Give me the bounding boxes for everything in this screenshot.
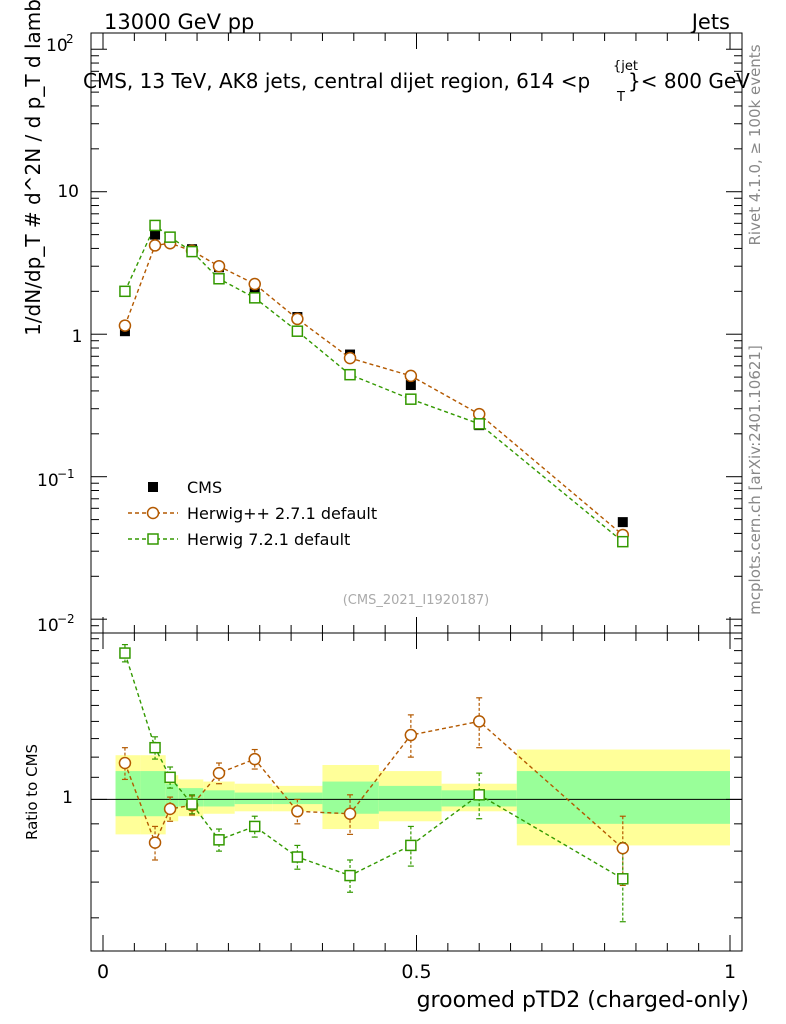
- data-point-herwig7: [473, 418, 485, 430]
- ratio-point-herwig7: [405, 839, 417, 852]
- plot-title-sub: T: [616, 90, 625, 105]
- ratio-point-herwigpp: [118, 756, 132, 770]
- ratio-band-inner-6: [272, 792, 323, 805]
- data-point-herwig7: [149, 219, 161, 232]
- data-point-herwig7: [405, 393, 417, 405]
- legend-marker-herwigpp: [146, 506, 160, 520]
- data-point-herwig7: [344, 368, 356, 381]
- ratio-band-inner-10: [516, 771, 730, 824]
- ratio-point-herwig7: [164, 771, 176, 784]
- ratio-point-herwigpp: [343, 807, 357, 821]
- data-point-herwig7: [164, 231, 176, 243]
- data-point-herwig7: [186, 245, 198, 258]
- ratio-band-inner-8: [378, 785, 442, 812]
- data-point-herwig7: [617, 535, 629, 548]
- x-tick-label: 1: [724, 961, 736, 983]
- ratio-point-herwigpp: [404, 728, 418, 742]
- plot-title: CMS, 13 TeV, AK8 jets, central dijet reg…: [83, 59, 750, 105]
- ratio-band-inner-1: [140, 771, 166, 817]
- data-point-cms: [617, 517, 628, 528]
- plot-title-main: CMS, 13 TeV, AK8 jets, central dijet reg…: [83, 69, 590, 93]
- ratio-band-inner-4: [203, 790, 235, 807]
- ratio-point-herwig7: [248, 820, 261, 833]
- y-tick-labels: 10−2 10−1 1 10 102: [37, 32, 82, 636]
- ratio-point-herwig7: [344, 869, 356, 882]
- data-point-herwigpp: [291, 312, 304, 326]
- ratio-point-herwigpp: [163, 802, 177, 816]
- ratio-point-herwig7: [473, 789, 485, 801]
- ratio-point-herwig7: [119, 647, 131, 659]
- data-point-herwigpp: [343, 351, 357, 365]
- x-tick-label: 0.5: [401, 961, 431, 983]
- x-tick-label: 0: [97, 961, 109, 983]
- legend-label-herwig7: Herwig 7.2.1 default: [187, 530, 350, 549]
- ratio-line-herwig7: [124, 652, 624, 880]
- ratio-band-inner-0: [115, 771, 141, 817]
- legend-marker-cms: [148, 482, 158, 492]
- x-axis-label: groomed pTD2 (charged-only): [417, 988, 749, 1013]
- data-point-herwigpp: [472, 407, 486, 421]
- data-point-herwig7: [213, 273, 225, 285]
- svg-text:10: 10: [37, 616, 59, 636]
- y-tick-label-1e-1: 10−1: [37, 467, 75, 491]
- svg-text:2: 2: [66, 32, 74, 46]
- y-tick-label-1e-2: 10−2: [37, 612, 75, 636]
- svg-text:10: 10: [46, 36, 68, 56]
- svg-text:−1: −1: [57, 467, 75, 481]
- y-tick-label-1e2: 102: [46, 32, 74, 56]
- data-point-cms: [150, 229, 161, 240]
- data-point-herwigpp: [212, 259, 226, 273]
- data-point-herwigpp: [404, 369, 418, 383]
- ratio-point-herwig7: [291, 851, 304, 863]
- data-point-cms: [405, 380, 416, 391]
- data-point-herwig7: [119, 285, 131, 298]
- ratio-point-herwig7: [617, 873, 629, 885]
- ratio-y-axis-label: Ratio to CMS: [23, 744, 41, 840]
- svg-text:−2: −2: [57, 612, 75, 626]
- data-point-herwigpp: [148, 239, 162, 252]
- svg-text:10: 10: [37, 471, 59, 491]
- ratio-tick-label-1: 1: [62, 788, 73, 808]
- header-jets-label: Jets: [690, 10, 730, 34]
- ratio-point-herwigpp: [148, 836, 162, 849]
- data-point-herwigpp: [248, 277, 261, 291]
- ratio-band-inner-5: [234, 792, 273, 805]
- ratio-point-herwig7: [213, 834, 225, 846]
- ratio-point-herwig7: [149, 741, 161, 754]
- ratio-point-herwigpp: [616, 842, 630, 855]
- ratio-point-herwigpp: [248, 752, 261, 766]
- header-energy-label: 13000 GeV pp: [104, 10, 254, 34]
- y-tick-label-1: 1: [72, 327, 83, 347]
- analysis-id: (CMS_2021_I1920187): [343, 593, 490, 608]
- data-point-herwig7: [291, 325, 304, 337]
- ratio-point-herwig7: [186, 798, 198, 810]
- legend-label-cms: CMS: [187, 478, 222, 497]
- y-axis-label: 1/dN/dp_T # d^2N / d p_T d lambda: [21, 0, 45, 336]
- ratio-band-inner-2: [165, 783, 179, 809]
- legend-label-herwigpp: Herwig++ 2.7.1 default: [187, 504, 377, 523]
- y-tick-label-10: 10: [57, 182, 79, 202]
- legend-marker-herwig7: [147, 533, 159, 545]
- plot-title-sup: {jet: [613, 59, 638, 74]
- data-point-herwigpp: [118, 319, 132, 332]
- ratio-point-herwigpp: [291, 805, 304, 818]
- ratio-point-herwigpp: [212, 766, 226, 780]
- side-rivet-label: Rivet 4.1.0, ≥ 100k events: [746, 44, 764, 245]
- data-point-herwig7: [248, 292, 261, 304]
- ratio-point-herwigpp: [472, 715, 486, 728]
- plot-title-end: }< 800 GeV: [628, 69, 750, 93]
- side-mcplots-label: mcplots.cern.ch [arXiv:2401.10621]: [746, 345, 764, 615]
